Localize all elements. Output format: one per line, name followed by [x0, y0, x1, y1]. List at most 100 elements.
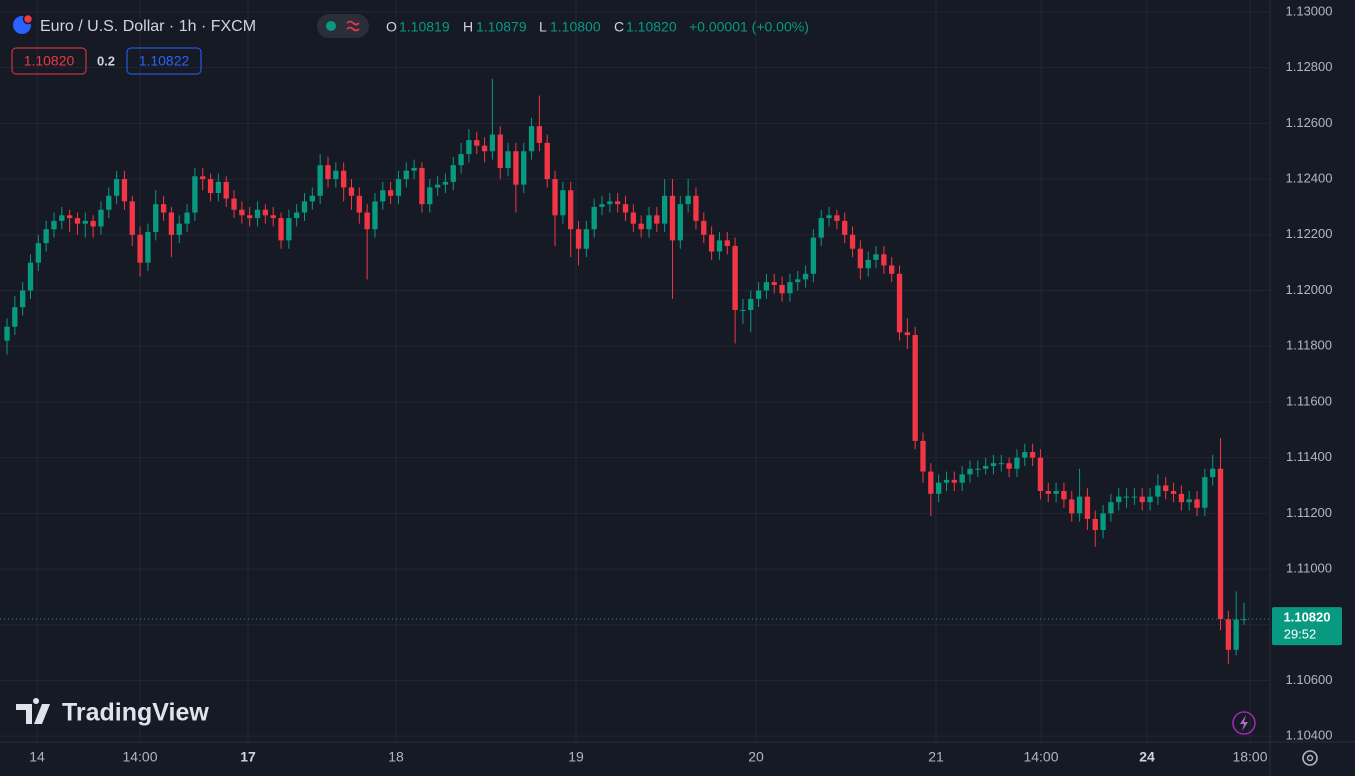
y-tick-label: 1.12200 — [1286, 226, 1333, 241]
candle-body — [1139, 496, 1145, 503]
candle-body — [881, 254, 887, 266]
candle-body — [176, 223, 182, 235]
candle-body — [693, 195, 699, 221]
candle-body — [192, 176, 198, 213]
candle-body — [450, 165, 456, 182]
legend-label: O — [386, 19, 397, 35]
candle-body — [145, 232, 151, 263]
candle-body — [168, 212, 175, 235]
candle-body — [936, 482, 942, 494]
candle-body — [779, 284, 785, 294]
candle-body — [489, 134, 496, 152]
candle-body — [223, 181, 229, 199]
buy-button[interactable] — [126, 47, 202, 75]
x-tick-label: 20 — [748, 749, 764, 765]
candle-body — [184, 212, 190, 224]
candle-body — [740, 310, 746, 312]
candle-body — [607, 201, 613, 205]
legend-label: C — [614, 19, 624, 35]
candle-body — [615, 201, 621, 205]
sell-button[interactable] — [11, 47, 87, 75]
candle-body — [1131, 496, 1138, 498]
y-tick-label: 1.12600 — [1286, 115, 1333, 130]
y-tick-label: 1.12800 — [1286, 59, 1333, 74]
candle-body — [928, 471, 934, 494]
candle-body — [599, 204, 605, 207]
alert-icon — [1240, 715, 1248, 731]
candle-body — [474, 140, 480, 146]
candle-body — [568, 190, 574, 230]
candle-body — [630, 212, 636, 224]
candle-body — [1225, 619, 1232, 650]
candle-body — [98, 209, 104, 227]
alert-icon[interactable] — [1232, 711, 1256, 735]
candle-body — [200, 176, 206, 180]
bid-price: 1.10820 — [24, 53, 75, 69]
candle-body — [340, 170, 347, 188]
candle-body — [1123, 496, 1130, 498]
candle-body — [1069, 499, 1075, 514]
x-tick-label: 19 — [568, 749, 584, 765]
candle-body — [669, 195, 676, 241]
candle-body — [873, 254, 879, 260]
axes: 1.13000 1.12800 1.12600 1.12400 1.12200 1.120… — [29, 3, 1342, 765]
candle-body — [1092, 518, 1098, 531]
candle-body — [865, 259, 871, 269]
candle-body — [254, 209, 261, 219]
candle-body — [982, 465, 989, 469]
candle-body — [818, 218, 824, 238]
candle-body — [278, 218, 284, 241]
legend-value: 1.10819 — [399, 19, 450, 35]
candle-body — [1163, 485, 1169, 492]
candle-body — [1014, 457, 1020, 469]
candle-body — [286, 218, 292, 241]
x-tick-label: 14:00 — [122, 749, 157, 765]
candle-body — [912, 335, 918, 441]
candle-body — [1233, 619, 1239, 650]
candle-body — [458, 154, 464, 166]
candle-body — [708, 234, 715, 252]
settings-icon — [1306, 754, 1314, 762]
x-tick-label: 14 — [29, 749, 45, 765]
candle-body — [113, 179, 120, 196]
candle-body — [364, 212, 370, 230]
candle-body — [317, 165, 323, 196]
candle-body — [802, 273, 809, 280]
y-tick-label: 1.11000 — [1286, 560, 1332, 575]
candle-body — [333, 170, 339, 180]
candle-body — [505, 151, 511, 168]
candle-body — [536, 126, 543, 143]
candle-body — [434, 184, 441, 188]
candle-body — [755, 290, 762, 299]
candle-body — [129, 201, 135, 235]
candle-body — [294, 212, 300, 219]
status-pill[interactable] — [317, 14, 369, 38]
candle-body — [591, 206, 597, 230]
candle-body — [1170, 491, 1177, 494]
candle-body — [990, 463, 997, 466]
candle-body — [153, 204, 159, 233]
candle-body — [411, 167, 417, 171]
candle-body — [1061, 491, 1067, 500]
spread: 0.2 — [97, 53, 115, 68]
candle-body — [106, 195, 112, 210]
candle-body — [395, 179, 402, 196]
candle-body — [1006, 463, 1012, 469]
last-price-label: 1.10820 — [1284, 610, 1331, 625]
candle-body — [654, 215, 660, 224]
candle-body — [403, 170, 409, 180]
candle-body — [262, 209, 269, 216]
candle-body — [748, 298, 754, 311]
settings-icon[interactable] — [1302, 750, 1318, 766]
legend-value: 1.10800 — [550, 19, 601, 35]
delay-icon — [346, 20, 360, 32]
candle-body — [74, 218, 81, 224]
x-tick-label: 24 — [1139, 749, 1155, 765]
candles — [0, 78, 1270, 664]
x-tick-label: 18 — [388, 749, 404, 765]
candle-body — [724, 240, 730, 246]
candle-body — [975, 468, 981, 470]
legend-value: 1.10879 — [476, 19, 527, 35]
candle-body — [771, 282, 777, 285]
